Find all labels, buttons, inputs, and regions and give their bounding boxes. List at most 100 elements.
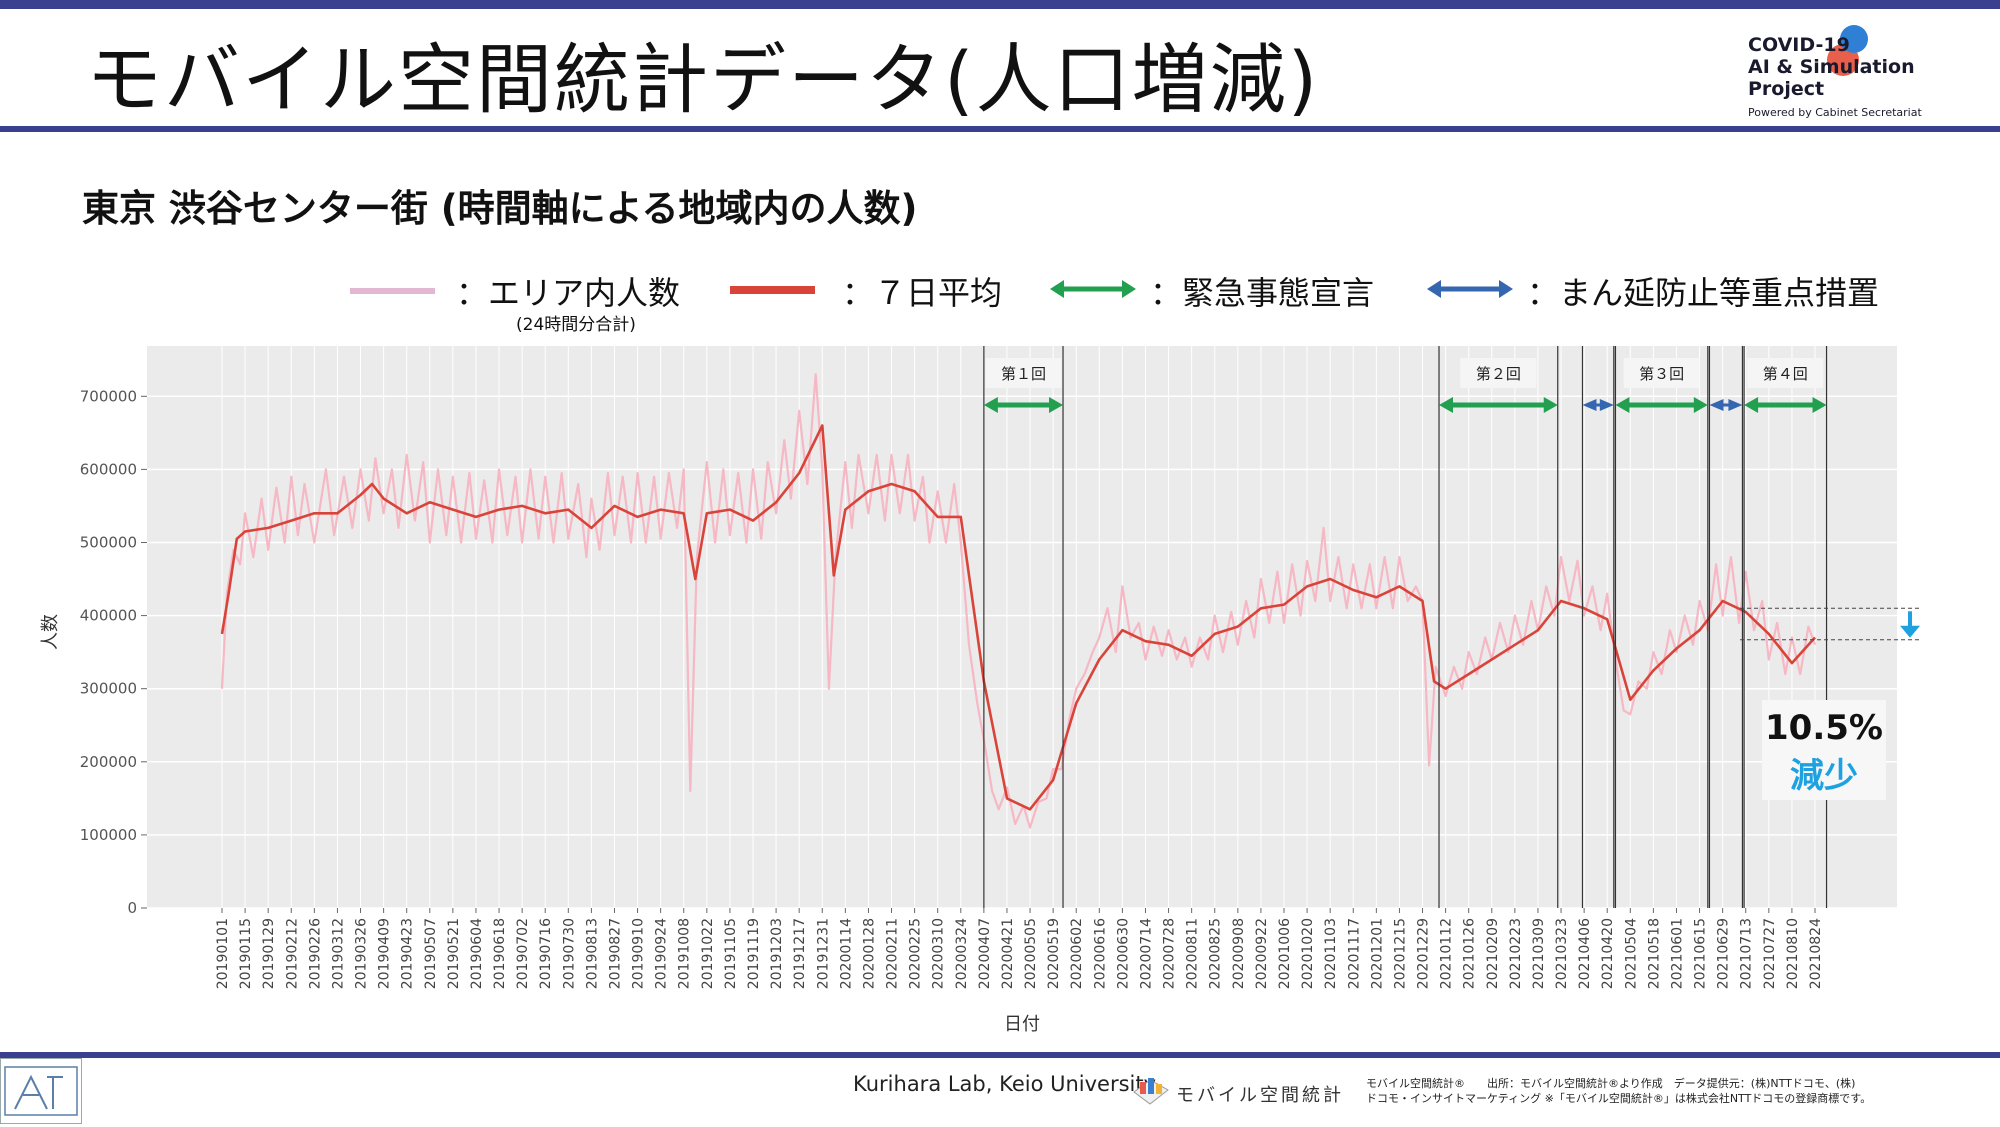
x-tick-label: 20210824	[1808, 918, 1824, 989]
y-tick-label: 100000	[80, 826, 137, 844]
x-tick-label: 20191231	[815, 918, 831, 989]
y-axis-title: 人数	[40, 614, 61, 650]
y-tick-label: 700000	[80, 387, 137, 405]
y-tick-label: 300000	[80, 680, 137, 698]
legend-priority-arrow-icon	[1427, 280, 1513, 298]
x-tick-label: 20200825	[1208, 918, 1224, 989]
x-tick-label: 20190924	[654, 918, 670, 989]
x-tick-label: 20190604	[469, 918, 485, 989]
y-tick-label: 600000	[80, 460, 137, 478]
x-tick-label: 20200714	[1138, 918, 1154, 989]
x-tick-label: 20201117	[1346, 918, 1362, 989]
x-axis-title: 日付	[1004, 1014, 1040, 1035]
x-tick-label: 20210518	[1646, 918, 1662, 989]
x-tick-label: 20200421	[1000, 918, 1016, 989]
mobile-stats-logo-icon	[1133, 1078, 1169, 1105]
logo-line-1: COVID-19	[1748, 34, 1850, 56]
x-tick-label: 20190521	[446, 918, 462, 989]
period-label-box	[1747, 358, 1824, 388]
x-tick-label: 20200324	[954, 918, 970, 989]
y-tick-label: 500000	[80, 534, 137, 552]
logo-line-3: Powered by Cabinet Secretariat	[1748, 106, 1922, 119]
x-tick-label: 20210309	[1531, 918, 1547, 989]
period-label: 第２回	[1476, 365, 1521, 383]
header-bottom-bar	[0, 126, 2000, 132]
x-tick-label: 20200128	[861, 918, 877, 989]
x-tick-label: 20190226	[307, 918, 323, 989]
x-tick-label: 20191105	[723, 918, 739, 989]
x-tick-label: 20201215	[1392, 918, 1408, 989]
x-tick-label: 20201020	[1300, 918, 1316, 989]
period-arrow-head	[983, 397, 998, 413]
x-tick-label: 20191022	[700, 918, 716, 989]
change-label: 減少	[1790, 756, 1858, 796]
period-arrow-head	[1582, 399, 1597, 411]
university-logo-mark	[4, 1066, 78, 1116]
x-tick-label: 20190702	[515, 918, 531, 989]
x-tick-label: 20210126	[1462, 918, 1478, 989]
period-arrow-head	[1709, 399, 1724, 411]
x-tick-label: 20190716	[538, 918, 554, 989]
legend-emergency-arrow-icon	[1050, 280, 1136, 298]
y-tick-label: 400000	[80, 607, 137, 625]
x-tick-label: 20210727	[1762, 918, 1778, 989]
x-tick-label: 20190423	[400, 918, 416, 989]
header-top-bar	[0, 0, 2000, 9]
legend-raw-label: ：エリア内人数	[456, 274, 681, 312]
period-label: 第４回	[1763, 365, 1808, 383]
x-tick-label: 20210713	[1739, 918, 1755, 989]
x-tick-label: 20200908	[1231, 918, 1247, 989]
period-arrow-head	[1744, 397, 1759, 413]
x-tick-label: 20210810	[1785, 918, 1801, 989]
legend-raw-note: (24時間分合計)	[516, 315, 636, 335]
chart-subtitle: 東京 渋谷センター街 (時間軸による地域内の人数)	[82, 187, 918, 230]
footer-lab: Kurihara Lab, Keio University	[853, 1072, 1157, 1096]
x-tick-label: 20200407	[977, 918, 993, 989]
logo-blue-dot	[1840, 25, 1868, 53]
x-tick-label: 20190618	[492, 918, 508, 989]
page-title: モバイル空間統計データ(人口増減)	[86, 35, 1320, 124]
x-tick-label: 20191217	[792, 918, 808, 989]
period-label: 第１回	[1001, 365, 1046, 383]
x-tick-label: 20190129	[261, 918, 277, 989]
legend-avg-swatch	[730, 286, 815, 294]
x-tick-label: 20210629	[1716, 918, 1732, 989]
x-tick-label: 20190813	[584, 918, 600, 989]
x-tick-label: 20190312	[330, 918, 346, 989]
period-arrow-head	[1728, 399, 1743, 411]
x-tick-label: 20190101	[215, 918, 231, 989]
period-arrow-head	[1693, 397, 1708, 413]
period-label-box	[985, 358, 1062, 388]
x-tick-label: 20210209	[1485, 918, 1501, 989]
period-label-box	[1623, 358, 1700, 388]
x-tick-label: 20190507	[423, 918, 439, 989]
x-tick-label: 20190910	[631, 918, 647, 989]
legend-raw-swatch	[350, 288, 435, 294]
y-tick-label: 200000	[80, 753, 137, 771]
x-tick-label: 20200114	[838, 918, 854, 989]
footer-note: モバイル空間統計® 出所：モバイル空間統計®より作成 データ提供元：(株)NTT…	[1366, 1077, 1872, 1105]
series-area-population-line	[220, 373, 1817, 829]
x-tick-label: 20200728	[1162, 918, 1178, 989]
period-arrow-head	[1439, 397, 1454, 413]
university-logo	[0, 1058, 82, 1124]
period-arrow-head	[1599, 399, 1614, 411]
decrease-arrow-head	[1900, 625, 1920, 638]
x-tick-label: 20200211	[885, 918, 901, 989]
period-arrow-head	[1615, 397, 1630, 413]
x-tick-label: 20201006	[1277, 918, 1293, 989]
x-tick-label: 20190326	[354, 918, 370, 989]
x-tick-label: 20191203	[769, 918, 785, 989]
x-tick-label: 20200505	[1023, 918, 1039, 989]
series-7day-average-line	[220, 424, 1816, 811]
x-tick-label: 20200225	[908, 918, 924, 989]
x-tick-label: 20191008	[677, 918, 693, 989]
x-tick-label: 20191119	[746, 918, 762, 989]
x-tick-label: 20210223	[1508, 918, 1524, 989]
x-tick-label: 20210504	[1623, 918, 1639, 989]
x-tick-label: 20201201	[1369, 918, 1385, 989]
x-tick-label: 20200811	[1185, 918, 1201, 989]
legend: ：エリア内人数 ：７日平均 ：緊急事態宣言 ：まん延防止等重点措置	[0, 268, 2000, 318]
x-tick-label: 20200602	[1069, 918, 1085, 989]
x-tick-label: 20201103	[1323, 918, 1339, 989]
